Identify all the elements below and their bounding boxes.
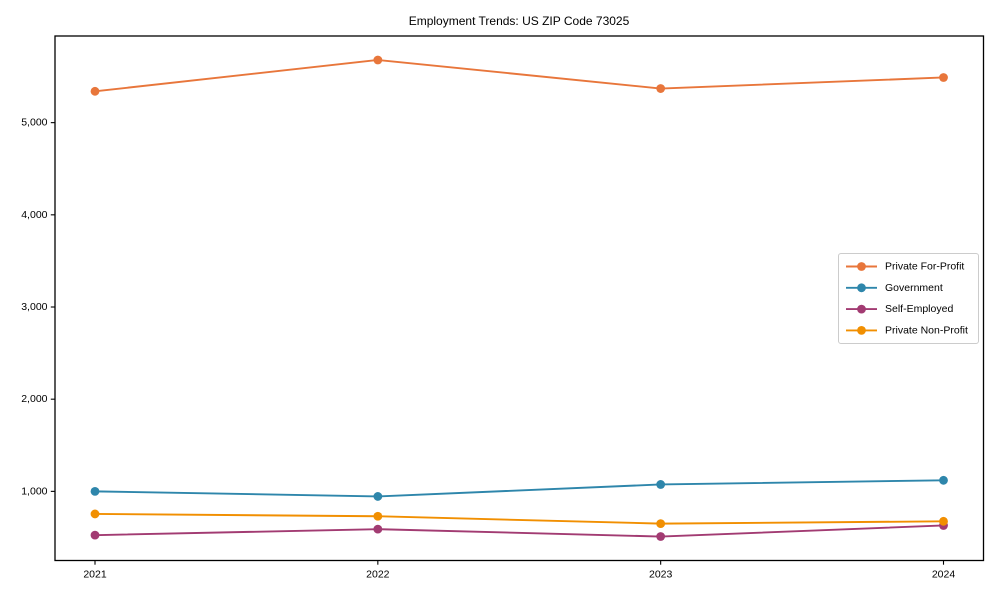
data-point-marker [656, 532, 666, 541]
series-line-government [94, 479, 945, 498]
legend-label: Self-Employed [885, 303, 953, 315]
legend-marker-icon [857, 283, 866, 293]
plot-border [54, 35, 985, 562]
data-point-marker [373, 511, 383, 521]
legend-marker-icon [857, 262, 866, 271]
series-line-private-for-profit [94, 59, 945, 93]
y-axis-tick-label: 3,000 [21, 301, 47, 313]
legend-label: Private For-Profit [885, 261, 964, 273]
data-point-marker [656, 84, 666, 93]
y-axis-tick-label: 2,000 [21, 393, 47, 405]
legend-marker-icon [857, 304, 866, 314]
legend-marker-icon [857, 326, 866, 335]
data-point-marker [373, 524, 383, 534]
series-line-private-non-profit [94, 512, 945, 525]
x-axis-tick-label: 2022 [366, 569, 390, 581]
data-point-marker [90, 486, 100, 496]
data-point-marker [656, 519, 666, 529]
plot-area: 1,000 2,000 3,000 4,000 5,000 2021 2022 2023 202… [21, 35, 985, 581]
chart-title: Employment Trends: US ZIP Code 73025 [409, 14, 630, 28]
legend-label: Private Non-Profit [885, 324, 968, 336]
data-point-marker [939, 475, 948, 485]
data-point-marker [90, 86, 100, 96]
y-axis-tick-label: 5,000 [21, 117, 47, 129]
legend-box [838, 253, 979, 344]
y-axis-tick-label: 4,000 [21, 209, 47, 221]
data-point-marker [656, 480, 666, 489]
series-line-self-employed [94, 524, 945, 538]
data-point-marker [90, 509, 100, 519]
data-point-marker [90, 530, 100, 540]
x-axis-tick-label: 2021 [83, 569, 107, 581]
legend-label: Government [885, 282, 943, 294]
data-point-marker [373, 55, 383, 65]
data-point-marker [373, 492, 383, 501]
data-point-marker [939, 73, 948, 82]
data-point-marker [939, 516, 948, 526]
x-axis-tick-label: 2023 [649, 569, 673, 581]
x-axis-tick-label: 2024 [932, 569, 956, 581]
y-axis-tick-label: 1,000 [21, 485, 47, 497]
